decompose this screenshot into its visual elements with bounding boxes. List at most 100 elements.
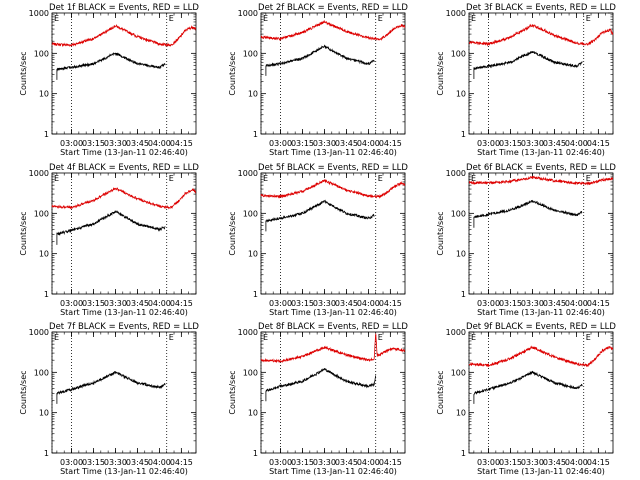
event-marker-label: E	[263, 14, 268, 23]
y-tick-label: 1000	[238, 169, 258, 178]
y-tick-label: 100	[451, 49, 466, 58]
series-events	[265, 44, 375, 76]
y-tick-label: 10	[248, 250, 258, 259]
chart-title: Det 1f BLACK = Events, RED = LLD	[49, 3, 199, 13]
x-tick-label: 04:00	[357, 458, 380, 467]
x-tick-label: 04:15	[379, 139, 402, 148]
event-marker-label: E	[471, 174, 476, 183]
y-tick-label: 1000	[29, 9, 49, 18]
y-tick-label: 1	[461, 449, 466, 458]
x-axis-label: Start Time (13-Jan-11 02:46:40)	[60, 467, 188, 476]
series-lld	[260, 333, 406, 364]
x-tick-label: 03:45	[543, 458, 566, 467]
y-tick-label: 100	[451, 368, 466, 377]
series-events	[56, 52, 166, 80]
x-tick-label: 03:15	[499, 299, 522, 308]
y-tick-label: 1	[253, 130, 258, 139]
x-tick-label: 03:15	[499, 458, 522, 467]
series-lld	[468, 345, 614, 368]
x-tick-label: 03:15	[499, 139, 522, 148]
x-tick-label: 03:00	[477, 299, 500, 308]
y-tick-label: 1	[44, 449, 49, 458]
x-axis-label: Start Time (13-Jan-11 02:46:40)	[269, 467, 397, 476]
x-axis-label: Start Time (13-Jan-11 02:46:40)	[60, 148, 188, 157]
x-tick-label: 04:00	[148, 299, 171, 308]
event-marker-label: E	[378, 14, 383, 23]
x-tick-label: 03:00	[60, 139, 83, 148]
y-tick-label: 10	[456, 250, 466, 259]
x-tick-label: 03:15	[82, 458, 105, 467]
x-tick-label: 03:30	[104, 458, 127, 467]
chart-title: Det 3f BLACK = Events, RED = LLD	[466, 3, 616, 13]
x-tick-label: 03:45	[126, 299, 149, 308]
y-tick-label: 10	[248, 90, 258, 99]
chart-panel-3: Det 3f BLACK = Events, RED = LLD 1 10 100 10…	[436, 3, 616, 157]
x-tick-label: 03:00	[477, 458, 500, 467]
series-events	[56, 210, 166, 245]
chart-title: Det 6f BLACK = Events, RED = LLD	[466, 163, 616, 173]
x-tick-label: 03:00	[269, 299, 292, 308]
series-lld	[51, 187, 197, 210]
y-tick-label: 1000	[29, 169, 49, 178]
series-lld	[468, 23, 614, 47]
x-tick-label: 03:30	[104, 299, 127, 308]
x-tick-label: 04:00	[565, 299, 588, 308]
event-marker-label: E	[586, 174, 591, 183]
x-tick-label: 03:30	[104, 139, 127, 148]
x-tick-label: 03:45	[335, 458, 358, 467]
plot-frame	[51, 12, 197, 135]
series-lld	[260, 19, 406, 41]
series-events	[473, 51, 583, 79]
x-tick-label: 03:45	[543, 299, 566, 308]
x-tick-label: 03:00	[269, 458, 292, 467]
y-axis-label: Counts/sec	[436, 370, 445, 414]
x-axis-label: Start Time (13-Jan-11 02:46:40)	[477, 467, 605, 476]
plot-frame	[260, 12, 406, 135]
y-tick-label: 1	[253, 290, 258, 299]
y-tick-label: 100	[451, 209, 466, 218]
y-axis-label: Counts/sec	[19, 370, 28, 414]
y-tick-label: 1000	[29, 328, 49, 337]
event-marker-label: E	[586, 333, 591, 342]
y-tick-label: 100	[243, 209, 258, 218]
y-tick-label: 1000	[238, 328, 258, 337]
event-marker-label: E	[54, 14, 59, 23]
y-tick-label: 10	[39, 250, 49, 259]
plot-frame	[51, 331, 197, 454]
chart-title: Det 5f BLACK = Events, RED = LLD	[258, 163, 408, 173]
y-tick-label: 100	[243, 49, 258, 58]
y-axis-label: Counts/sec	[228, 211, 237, 255]
x-tick-label: 03:30	[313, 139, 336, 148]
event-marker-label: E	[586, 14, 591, 23]
y-tick-label: 1	[44, 130, 49, 139]
x-tick-label: 03:45	[335, 299, 358, 308]
chart-panel-8: Det 8f BLACK = Events, RED = LLD 1 10 100 10…	[228, 322, 408, 476]
y-tick-label: 10	[456, 409, 466, 418]
y-axis-label: Counts/sec	[436, 211, 445, 255]
x-axis-label: Start Time (13-Jan-11 02:46:40)	[477, 148, 605, 157]
plot-frame	[468, 172, 614, 295]
y-tick-label: 10	[39, 90, 49, 99]
y-axis-label: Counts/sec	[19, 51, 28, 95]
x-tick-label: 04:00	[565, 458, 588, 467]
event-marker-label: E	[471, 333, 476, 342]
x-tick-label: 04:15	[379, 299, 402, 308]
chart-panel-5: Det 5f BLACK = Events, RED = LLD 1 10 100 10…	[228, 163, 408, 317]
x-tick-label: 03:45	[126, 139, 149, 148]
series-events	[473, 199, 583, 228]
series-events	[56, 371, 166, 404]
chart-title: Det 7f BLACK = Events, RED = LLD	[49, 322, 199, 332]
x-tick-label: 04:15	[587, 458, 610, 467]
y-tick-label: 10	[456, 90, 466, 99]
x-tick-label: 04:00	[357, 139, 380, 148]
x-tick-label: 03:30	[313, 299, 336, 308]
x-tick-label: 03:15	[291, 139, 314, 148]
x-tick-label: 04:00	[565, 139, 588, 148]
series-lld	[468, 175, 614, 186]
x-tick-label: 03:15	[291, 299, 314, 308]
y-tick-label: 100	[34, 368, 49, 377]
y-tick-label: 1000	[238, 9, 258, 18]
x-tick-label: 03:30	[521, 299, 544, 308]
y-axis-label: Counts/sec	[228, 370, 237, 414]
